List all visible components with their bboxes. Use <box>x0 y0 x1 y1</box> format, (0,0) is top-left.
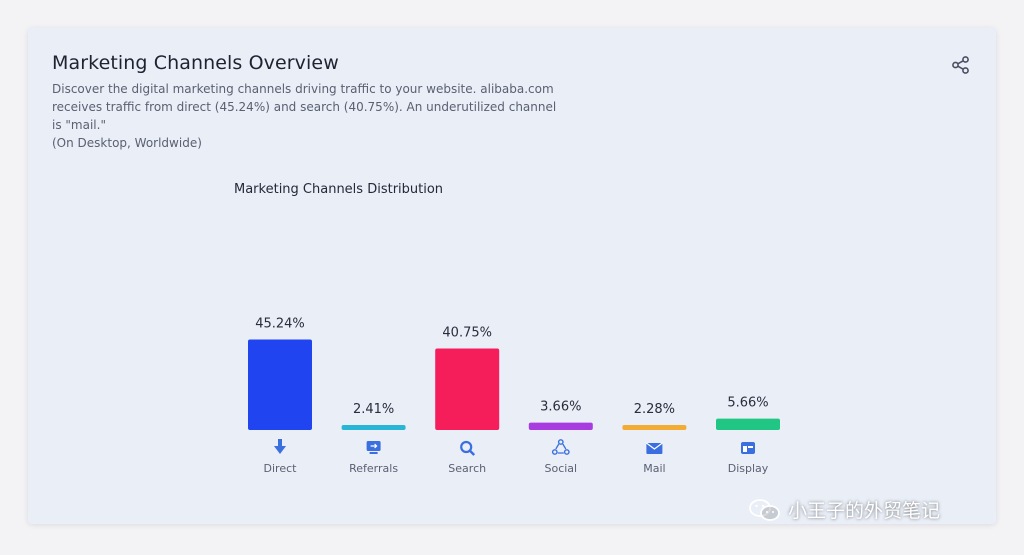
display-icon <box>741 442 755 454</box>
bar-mail[interactable] <box>622 425 687 430</box>
wechat-logo-icon <box>749 498 780 521</box>
bar-value-label: 2.28% <box>634 402 675 417</box>
bar-value-label: 40.75% <box>442 326 492 341</box>
mail-icon <box>646 442 663 454</box>
bar-direct[interactable] <box>248 339 312 430</box>
chart-title: Marketing Channels Distribution <box>234 182 444 197</box>
description-line: receives traffic from direct (45.24%) an… <box>52 100 557 114</box>
bar-search[interactable] <box>435 348 500 431</box>
bar-chart: 45.24% Direct 2.41% Referrals 40.75% Search 3.… <box>248 317 780 475</box>
card-description: Discover the digital marketing channels … <box>52 80 562 152</box>
category-label: Direct <box>264 462 298 475</box>
description-line: Discover the digital marketing channels … <box>52 82 554 96</box>
bar-display[interactable] <box>716 418 780 430</box>
watermark: 小王子的外贸笔记 <box>748 496 940 523</box>
description-line: (On Desktop, Worldwide) <box>52 136 202 150</box>
share-icon[interactable] <box>950 54 972 76</box>
search-icon <box>460 440 476 456</box>
card-title: Marketing Channels Overview <box>52 52 339 74</box>
description-line: is "mail." <box>52 118 106 132</box>
bar-value-label: 3.66% <box>540 400 581 415</box>
watermark-text: 小王子的外贸笔记 <box>788 500 941 522</box>
bar-value-label: 45.24% <box>255 317 305 332</box>
marketing-channels-card: Marketing Channels Overview Discover the… <box>28 28 996 524</box>
referrals-icon <box>366 441 381 454</box>
bar-social[interactable] <box>528 422 593 430</box>
bar-value-label: 2.41% <box>353 402 394 417</box>
bar-value-label: 5.66% <box>727 396 768 411</box>
category-label: Search <box>448 462 486 475</box>
direct-icon <box>274 439 286 454</box>
category-label: Mail <box>643 462 665 475</box>
bar-referrals[interactable] <box>341 425 406 430</box>
category-label: Referrals <box>349 462 398 475</box>
category-label: Display <box>728 462 769 475</box>
social-icon <box>551 439 570 455</box>
category-label: Social <box>544 462 577 475</box>
